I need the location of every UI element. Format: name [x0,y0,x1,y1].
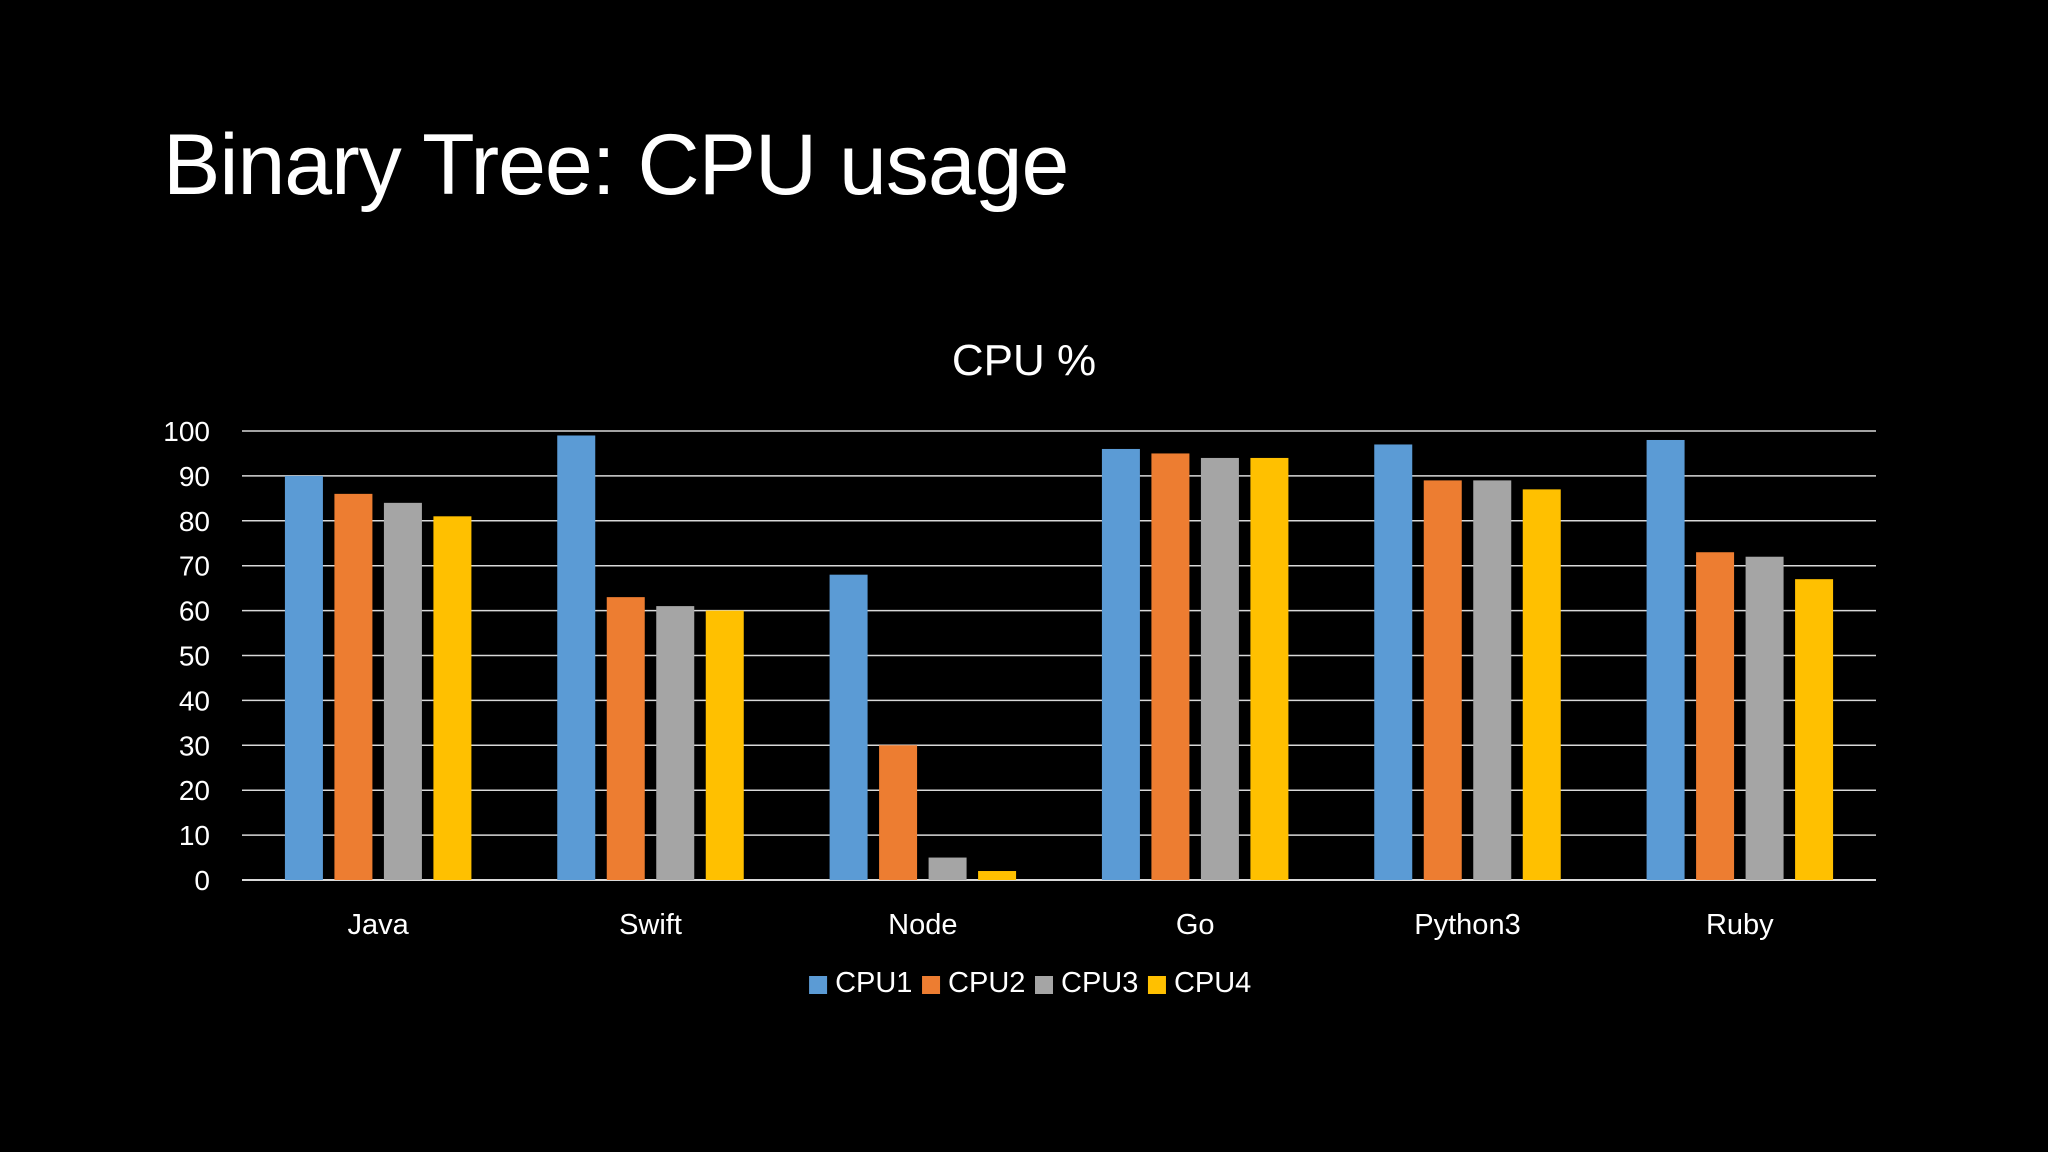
bar-cpu3-node [928,857,967,880]
y-tick-label: 70 [179,551,210,582]
y-axis-ticks: 0 10 20 30 40 50 60 70 80 90 100 [163,416,210,896]
bar-cpu4-go [1250,457,1289,880]
legend-swatch [922,976,941,994]
bar-cpu4-swift [705,610,744,880]
chart-title: CPU % [952,336,1096,385]
bar-cpu2-node [879,745,918,880]
bar-cpu3-java [383,502,422,880]
y-tick-label: 80 [179,506,210,537]
bar-cpu1-ruby [1646,439,1685,880]
bar-cpu3-ruby [1745,556,1784,880]
x-tick-label: Node [888,909,957,941]
bar-cpu1-go [1101,448,1140,880]
legend-swatch [809,976,828,994]
bar-cpu2-java [334,493,373,880]
gridlines [242,430,1876,881]
legend-swatch [1147,976,1166,994]
bar-cpu4-java [433,516,472,880]
bar-cpu4-node [978,871,1017,880]
x-tick-label: Go [1176,909,1215,941]
x-tick-label: Swift [619,909,682,941]
x-axis-ticks: Java Swift Node Go Python3 Ruby [348,909,1775,941]
y-tick-label: 40 [179,685,210,716]
y-tick-label: 10 [179,820,210,851]
y-tick-label: 100 [163,416,210,447]
legend-swatch [1035,976,1053,994]
bar-cpu2-ruby [1696,552,1735,880]
bar-cpu4-ruby [1795,579,1834,880]
legend-item-cpu1: CPU1 [809,967,912,999]
x-tick-label: Python3 [1414,909,1520,941]
bar-cpu2-go [1151,453,1190,880]
bar-cpu2-python3 [1423,480,1462,880]
y-tick-label: 60 [179,596,210,627]
bar-cpu1-java [284,475,323,880]
x-tick-label: Java [348,909,410,941]
bar-cpu2-swift [606,597,645,880]
legend-label: CPU2 [948,967,1025,999]
legend-item-cpu3: CPU3 [1035,967,1138,999]
bar-cpu4-python3 [1522,489,1561,880]
legend-label: CPU3 [1061,967,1138,999]
y-tick-label: 50 [179,641,210,672]
legend-item-cpu4: CPU4 [1147,967,1251,999]
bars [284,435,1834,880]
bar-cpu1-python3 [1374,444,1413,880]
y-tick-label: 20 [179,775,210,806]
slide-title: Binary Tree: CPU usage [163,117,1069,213]
legend-item-cpu2: CPU2 [922,967,1025,999]
legend-label: CPU4 [1174,967,1251,999]
bar-cpu1-node [829,574,868,880]
y-tick-label: 90 [179,461,210,492]
bar-cpu3-go [1200,457,1239,880]
bar-cpu3-python3 [1473,480,1512,880]
bar-cpu1-swift [557,435,596,880]
legend: CPU1 CPU2 CPU3 CPU4 [809,967,1251,999]
bar-cpu3-swift [656,606,695,880]
legend-label: CPU1 [835,967,912,999]
y-tick-label: 0 [194,865,210,896]
y-tick-label: 30 [179,730,210,761]
x-tick-label: Ruby [1706,909,1774,941]
